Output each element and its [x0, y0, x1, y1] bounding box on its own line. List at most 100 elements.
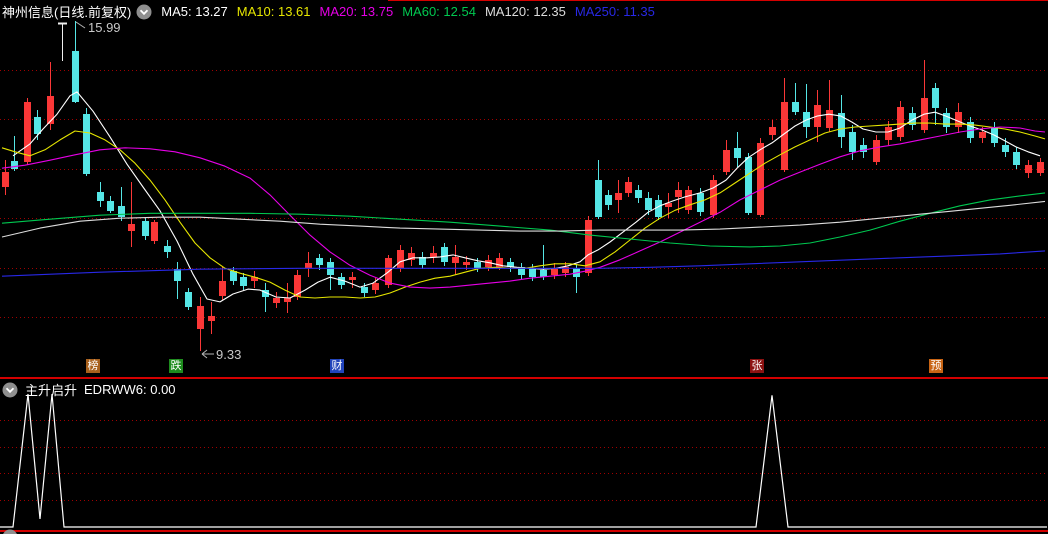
candle-body: [675, 190, 682, 197]
candle-body: [262, 290, 269, 297]
annotation-leader: [75, 21, 86, 29]
candle-body: [118, 206, 125, 217]
candle-body: [164, 246, 171, 252]
candle-body: [932, 88, 939, 108]
indicator-header: 主升启升 EDRWW6: 0.00: [2, 380, 176, 399]
candle-body: [781, 102, 788, 170]
bottom-border: [0, 530, 1048, 532]
candle-body: [635, 190, 642, 198]
ma-line-ma60: [1, 192, 1046, 248]
ma-label-ma120: MA120: 12.35: [484, 4, 566, 19]
ma-label-ma20: MA20: 13.75: [319, 4, 394, 19]
candle-body: [885, 127, 892, 140]
candle-body: [185, 292, 192, 307]
candle-body: [518, 267, 525, 275]
candle-body: [305, 263, 312, 268]
candle-body: [585, 220, 592, 273]
candle-body: [24, 102, 31, 162]
ma-line-ma5: [12, 91, 1041, 303]
candle-body: [419, 257, 426, 265]
ma-label-ma10: MA10: 13.61: [236, 4, 311, 19]
indicator-chart[interactable]: [0, 377, 1048, 534]
candle-body: [441, 247, 448, 262]
candle-body: [860, 145, 867, 152]
candle-body: [792, 102, 799, 112]
chart-header: 神州信息(日线.前复权) MA5: 13.27 MA10: 13.61 MA20: …: [2, 2, 655, 21]
candle-body: [655, 200, 662, 217]
panel-top-border: [388, 0, 1048, 1]
candle-body: [372, 283, 379, 290]
candle-body: [1037, 162, 1044, 173]
candle-body: [208, 316, 215, 321]
indicator-title: 主升启升: [25, 383, 78, 398]
candle-body: [551, 268, 558, 275]
candle-body: [723, 150, 730, 172]
candle-body: [710, 180, 717, 215]
candle-body: [240, 277, 247, 286]
candle-body: [463, 262, 470, 265]
candle-body: [397, 250, 404, 268]
candle-body: [2, 172, 9, 187]
candle-body: [72, 51, 79, 102]
price-annotation-high: 15.99: [88, 20, 121, 35]
event-marker-4[interactable]: 张: [750, 359, 764, 373]
chevron-down-icon[interactable]: [136, 4, 152, 20]
candle-body: [562, 267, 569, 273]
candle-body: [496, 258, 503, 267]
candle-body: [595, 180, 602, 217]
annotation-arrowhead: [201, 353, 208, 359]
candle-body: [34, 117, 41, 134]
ma-labels: MA5: 13.27 MA10: 13.61 MA20: 13.75 MA60: 12…: [152, 4, 655, 19]
candle-body: [349, 277, 356, 280]
chevron-down-icon[interactable]: [2, 382, 18, 398]
candle-body: [219, 281, 226, 296]
candle-body: [615, 193, 622, 200]
candle-body: [452, 257, 459, 263]
candle-body: [151, 222, 158, 241]
event-marker-3[interactable]: 财: [330, 359, 344, 373]
candle-body: [507, 262, 514, 267]
candle-body: [897, 107, 904, 137]
candle-body: [849, 132, 856, 152]
chevron-down-icon[interactable]: [2, 529, 18, 534]
candle-body: [11, 161, 18, 169]
candle-body: [873, 140, 880, 162]
candle-body: [1002, 145, 1009, 152]
candle-body: [338, 277, 345, 285]
event-marker-2[interactable]: 跌: [169, 359, 183, 373]
candle-body: [645, 198, 652, 210]
candle-body: [734, 148, 741, 158]
candle-body: [430, 253, 437, 257]
indicator-signal-line: [0, 393, 1047, 528]
candle-body: [826, 110, 833, 128]
candle-body: [361, 287, 368, 293]
event-marker-5[interactable]: 预: [929, 359, 943, 373]
candle-body: [83, 114, 90, 174]
candle-body: [294, 275, 301, 297]
stock-title: 神州信息(日线.前复权): [2, 5, 132, 20]
candle-body: [47, 96, 54, 124]
ma-line-ma20: [1, 126, 1046, 289]
candle-body: [943, 113, 950, 127]
candle-body: [540, 270, 547, 277]
candle-body: [251, 277, 258, 281]
indicator-value: EDRWW6: 0.00: [84, 382, 176, 397]
candle-body: [625, 182, 632, 193]
candle-body: [769, 127, 776, 135]
candle-body: [316, 258, 323, 265]
candle-body: [838, 113, 845, 137]
candle-body: [474, 262, 481, 268]
indicator-panel: 主升启升 EDRWW6: 0.00: [0, 377, 1048, 534]
candle-body: [1013, 152, 1020, 165]
candle-body: [197, 306, 204, 329]
ma-label-ma60: MA60: 12.54: [402, 4, 476, 19]
candle-body: [745, 157, 752, 213]
candle-body: [979, 132, 986, 138]
candle-body: [97, 192, 104, 201]
candle-body: [605, 195, 612, 205]
panel-separator: [0, 377, 1048, 379]
candlestick-chart[interactable]: 15.99 9.33: [0, 0, 1048, 377]
ma-label-ma250: MA250: 11.35: [574, 4, 655, 19]
candle-body: [174, 269, 181, 281]
event-marker-1[interactable]: 榜: [86, 359, 100, 373]
